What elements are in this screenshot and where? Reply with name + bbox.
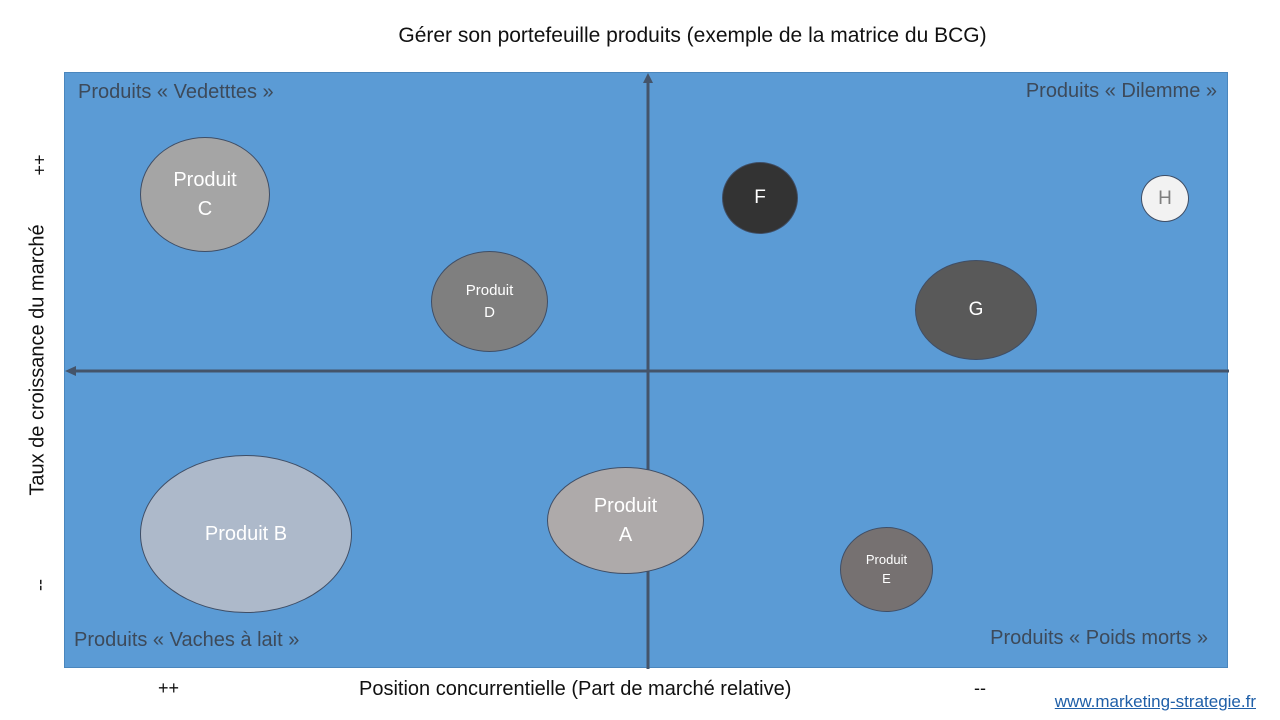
quadrant-label-cash-cows: Produits « Vaches à lait » — [74, 629, 300, 651]
x-axis-low-label: -- — [974, 678, 986, 698]
bubble-produit-d: Produit D — [431, 251, 548, 352]
vertical-axis-arrow — [643, 73, 653, 83]
y-axis-high-label: ++ — [29, 154, 50, 176]
x-axis-high-label: ++ — [158, 678, 180, 698]
source-link[interactable]: www.marketing-strategie.fr — [1054, 692, 1256, 711]
x-axis-label: Position concurrentielle (Part de marché… — [359, 678, 792, 700]
horizontal-axis-arrow — [65, 366, 76, 376]
bubble-produit-c: Produit C — [140, 137, 270, 252]
bubble-produit-e: Produit E — [840, 527, 933, 612]
y-axis-low-label: -- — [29, 579, 50, 591]
bubble-produit-b: Produit B — [140, 455, 352, 613]
quadrant-label-question-marks: Produits « Dilemme » — [1025, 80, 1217, 102]
bcg-matrix: Produits « Vedetttes » Produits « Dilemm… — [64, 72, 1229, 669]
bubble-produit-a: Produit A — [547, 467, 704, 574]
quadrant-label-dogs: Produits « Poids morts » — [990, 627, 1208, 649]
bubble-h: H — [1141, 175, 1189, 222]
bubble-g: G — [915, 260, 1037, 360]
bubble-f: F — [722, 162, 798, 234]
y-axis-label: Taux de croissance du marché — [26, 224, 49, 496]
quadrant-label-stars: Produits « Vedetttes » — [78, 81, 274, 103]
page-title: Gérer son portefeuille produits (exemple… — [398, 24, 987, 47]
